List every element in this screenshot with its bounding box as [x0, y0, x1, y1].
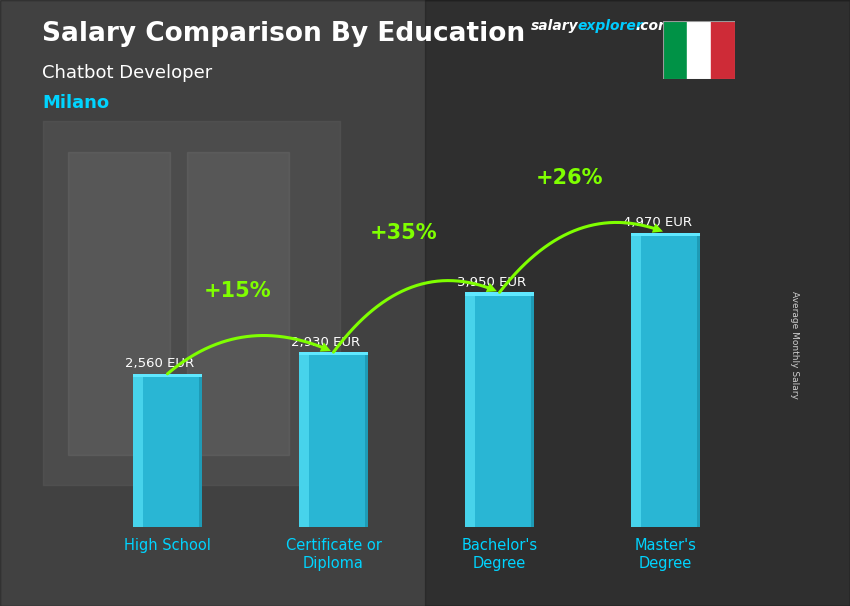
- Bar: [663, 21, 687, 79]
- Bar: [68, 152, 170, 454]
- Bar: [465, 296, 475, 527]
- Text: +26%: +26%: [536, 168, 603, 188]
- Bar: [133, 377, 202, 527]
- Polygon shape: [298, 352, 368, 355]
- Bar: [42, 121, 340, 485]
- Text: Average Monthly Salary: Average Monthly Salary: [790, 291, 799, 399]
- Bar: [687, 21, 711, 79]
- Polygon shape: [465, 292, 535, 296]
- Polygon shape: [133, 374, 202, 377]
- Bar: [199, 377, 202, 527]
- Text: 4,970 EUR: 4,970 EUR: [623, 216, 692, 229]
- Bar: [365, 355, 368, 527]
- Text: 2,930 EUR: 2,930 EUR: [291, 336, 360, 348]
- Bar: [133, 377, 143, 527]
- Polygon shape: [631, 233, 700, 236]
- Bar: [298, 355, 368, 527]
- Text: explorer: explorer: [578, 19, 643, 33]
- Text: 2,560 EUR: 2,560 EUR: [125, 358, 194, 370]
- Text: 3,950 EUR: 3,950 EUR: [456, 276, 526, 289]
- Text: salary: salary: [531, 19, 579, 33]
- Bar: [711, 21, 735, 79]
- Bar: [531, 296, 535, 527]
- Bar: [298, 355, 309, 527]
- Bar: [631, 236, 700, 527]
- Bar: [425, 0, 850, 606]
- Bar: [631, 236, 641, 527]
- Text: Milano: Milano: [42, 94, 110, 112]
- Text: +15%: +15%: [203, 281, 271, 301]
- Bar: [187, 152, 289, 454]
- Text: Chatbot Developer: Chatbot Developer: [42, 64, 212, 82]
- Bar: [465, 296, 535, 527]
- Text: Salary Comparison By Education: Salary Comparison By Education: [42, 21, 525, 47]
- Text: .com: .com: [636, 19, 673, 33]
- Text: +35%: +35%: [370, 223, 437, 243]
- Bar: [697, 236, 700, 527]
